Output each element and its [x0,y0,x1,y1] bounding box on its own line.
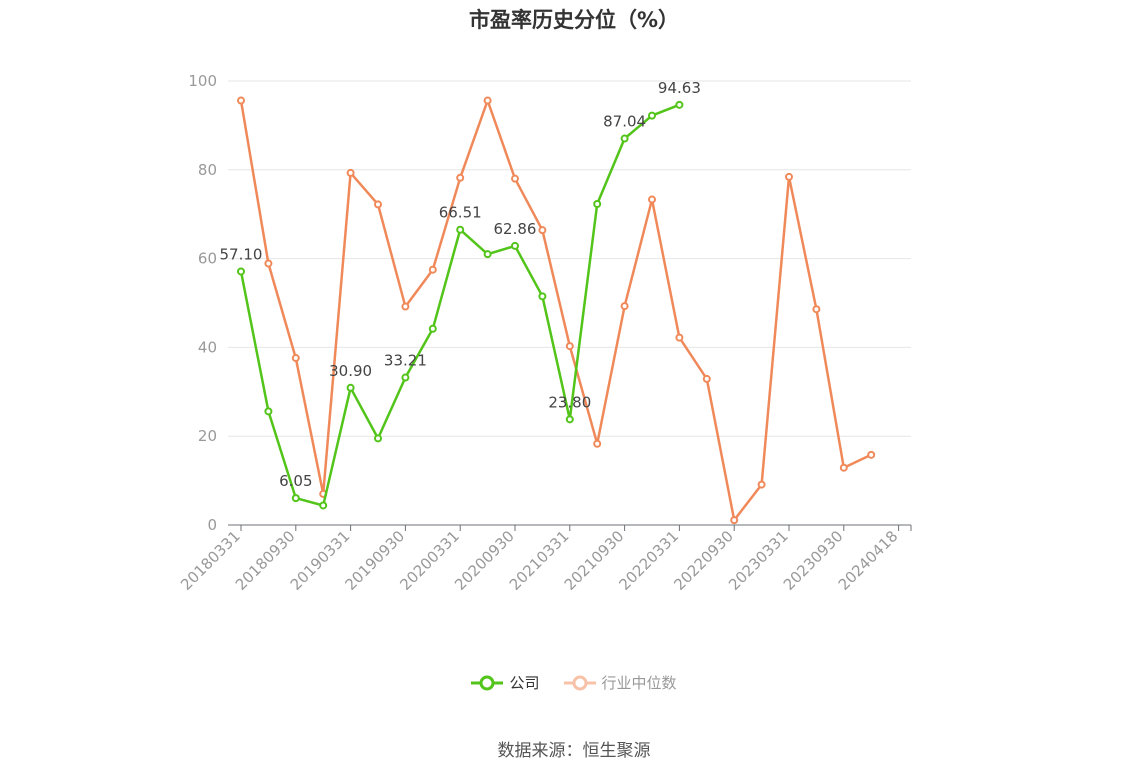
data-point-industry [648,195,656,204]
y-tick-label: 80 [198,161,217,179]
data-point-industry [538,226,547,235]
data-point-industry [374,200,382,209]
legend-label-company: 公司 [509,674,540,692]
data-point-industry [757,480,766,489]
data-point-company [237,267,245,276]
series-line-company [239,103,680,507]
data-point-industry [428,265,437,274]
data-point-industry [264,259,273,268]
data-point-company [648,111,656,120]
data-point-industry [785,172,793,181]
y-tick-label: 40 [198,338,217,356]
data-point-company [511,241,519,250]
data-label: 87.04 [603,113,646,131]
data-point-company [675,100,684,109]
data-point-industry [291,354,300,363]
data-source: 数据来源：恒生聚源 [497,741,651,761]
series-line-industry [239,99,872,522]
data-point-industry [346,168,355,177]
data-point-industry [401,302,410,311]
legend: 公司 行业中位数 [0,672,1148,693]
chart-title: 市盈率历史分位（%） [468,8,680,32]
data-point-company [483,250,492,259]
data-point-industry [812,305,821,314]
data-label: 6.05 [279,472,312,490]
data-point-industry [620,302,629,311]
data-point-company [538,292,547,301]
data-point-company [428,324,437,333]
data-point-company [291,494,300,503]
data-point-company [264,407,273,416]
data-point-industry [702,374,711,383]
data-point-company [401,373,410,382]
data-point-industry [237,96,245,105]
x-tick-label: 20240418 [835,527,902,594]
data-point-industry [593,439,602,448]
data-label: 62.86 [494,220,537,238]
data-point-industry [511,174,519,183]
data-point-company [456,225,465,234]
data-point-company [593,199,602,208]
data-point-industry [456,173,465,182]
data-label: 30.90 [329,362,372,380]
y-tick-label: 60 [198,250,217,268]
data-point-company [620,134,629,143]
data-point-industry [483,96,492,105]
y-tick-label: 20 [198,427,217,445]
data-point-industry [839,463,848,472]
data-point-company [374,434,382,443]
data-point-industry [565,342,574,351]
legend-marker-company [471,675,504,690]
data-label: 33.21 [384,352,427,370]
data-label: 66.51 [439,204,482,222]
legend-label-industry: 行业中位数 [601,674,677,692]
y-tick-label: 0 [207,516,217,534]
data-label: 23.80 [548,393,591,411]
data-point-industry [730,516,739,525]
data-point-company [319,501,328,510]
data-point-industry [675,333,684,342]
legend-marker-industry [563,675,596,690]
legend-item-industry[interactable]: 行业中位数 [563,672,677,693]
data-label: 57.10 [220,245,263,263]
data-point-industry [867,450,876,459]
data-point-company [346,383,355,392]
y-tick-label: 100 [188,72,217,90]
data-label: 94.63 [658,79,701,97]
legend-item-company[interactable]: 公司 [471,672,540,693]
data-point-company [565,415,574,424]
